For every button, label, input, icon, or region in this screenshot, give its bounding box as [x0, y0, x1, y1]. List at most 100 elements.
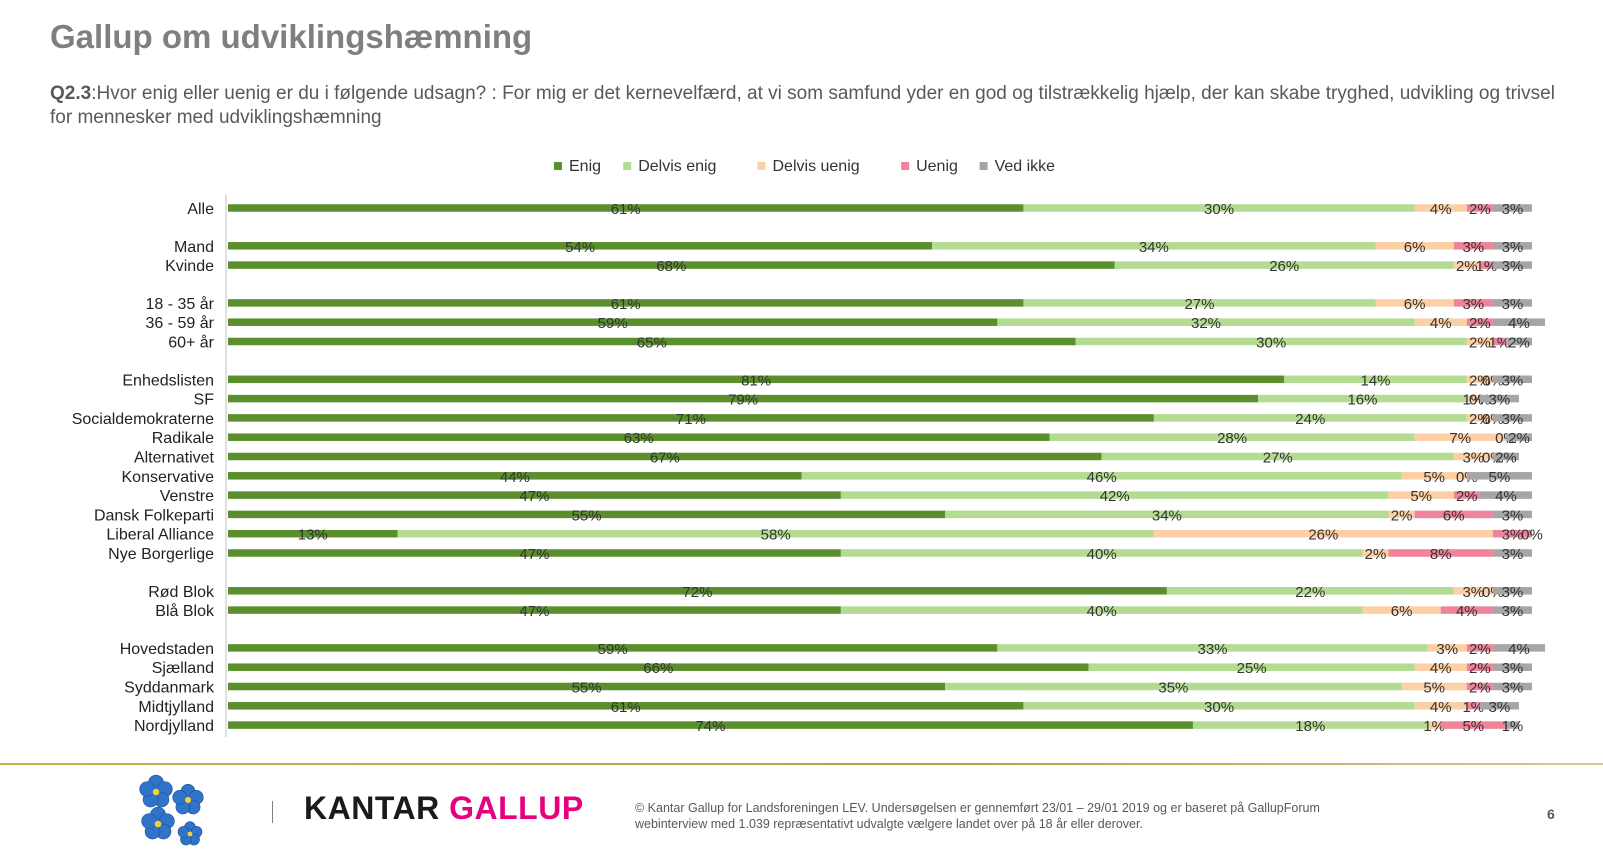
row-label-bla-blok: Blå Blok: [155, 602, 215, 620]
stacked-bar-chart: Enig Delvis enig Delvis uenig Uenig Ved ikke…: [72, 158, 1546, 738]
data-label-enig: 61%: [611, 296, 641, 313]
legend-swatch-delvis-enig: [623, 162, 632, 170]
bar-segment-ved-ikke: [1492, 549, 1532, 557]
data-label-enig: 54%: [565, 239, 595, 256]
data-label-delvis-uenig: 5%: [1423, 680, 1445, 697]
bar-segment-enig: [228, 394, 1259, 403]
data-label-enig: 74%: [695, 718, 725, 735]
data-label-delvis-enig: 32%: [1191, 315, 1221, 332]
question-body: :Hvor enig eller uenig er du i følgende …: [50, 83, 1555, 128]
legend-label-delvis-enig: Delvis enig: [638, 158, 716, 175]
bar-segment-uenig: [1440, 606, 1493, 614]
flower-center: [154, 820, 162, 828]
bar-segment-uenig: [1466, 644, 1493, 652]
data-label-delvis-uenig: 2%: [1469, 335, 1491, 352]
question-text: Q2.3:Hvor enig eller uenig er du i følge…: [50, 82, 1560, 130]
bar-segment-enig: [228, 452, 1102, 461]
bar-segment-uenig: [1414, 510, 1493, 519]
data-label-enig: 67%: [650, 450, 680, 467]
data-label-uenig: 4%: [1456, 603, 1478, 620]
source-footnote: © Kantar Gallup for Landsforeningen LEV.…: [635, 801, 1320, 831]
bar-segment-delvis-uenig: [1414, 663, 1467, 671]
bar-segment-ved-ikke: [1479, 702, 1519, 710]
data-label-enig: 13%: [298, 527, 328, 544]
bar-segment-enig: [228, 491, 841, 499]
bar-segment-delvis-enig: [1284, 375, 1467, 384]
bar-segment-delvis-uenig: [1414, 204, 1467, 212]
data-label-ved-ikke: 1%: [1502, 718, 1524, 735]
data-label-delvis-uenig: 2%: [1469, 372, 1491, 389]
bar-segment-enig: [228, 299, 1024, 307]
bar-segment-uenig: [1388, 549, 1493, 557]
data-label-delvis-enig: 40%: [1087, 603, 1117, 620]
bar-segment-delvis-uenig: [1388, 510, 1415, 519]
bar-segment-delvis-enig: [1075, 337, 1467, 346]
data-label-delvis-uenig: 26%: [1308, 527, 1338, 544]
data-label-enig: 47%: [519, 488, 549, 505]
row-label-kvinde: Kvinde: [165, 258, 214, 275]
data-label-delvis-enig: 58%: [761, 527, 791, 544]
bar-segment-delvis-enig: [840, 491, 1389, 499]
data-label-ved-ikke: 3%: [1502, 507, 1524, 524]
data-label-delvis-uenig: 3%: [1462, 584, 1484, 601]
data-label-delvis-enig: 30%: [1204, 201, 1234, 218]
data-label-enig: 59%: [598, 641, 628, 658]
bar-segment-delvis-uenig: [1401, 682, 1467, 691]
legend-swatch-enig: [554, 162, 562, 170]
bar-segment-delvis-enig: [1114, 261, 1454, 269]
legend-swatch-ved-ikke: [979, 162, 988, 170]
bar-segment-delvis-enig: [1258, 394, 1467, 403]
legend-swatch-delvis-uenig: [757, 162, 766, 170]
data-label-uenig: 1%: [1462, 699, 1484, 716]
bar-segment-uenig: [1466, 682, 1493, 691]
data-label-uenig: 3%: [1462, 239, 1484, 256]
bar-segment-delvis-enig: [1166, 587, 1454, 595]
data-label-delvis-enig: 18%: [1295, 718, 1325, 735]
bar-segment-delvis-uenig: [1427, 644, 1467, 652]
data-label-enig: 65%: [637, 335, 667, 352]
row-label-enhedslisten: Enhedslisten: [122, 372, 214, 389]
row-label-dansk-folkeparti: Dansk Folkeparti: [94, 507, 214, 524]
bar-segment-delvis-uenig: [1362, 606, 1441, 614]
bar-segment-delvis-enig: [840, 549, 1363, 557]
bar-row-venstre: Venstre 47% 42% 5% 2% 4%: [160, 488, 1532, 505]
page-number: 6: [1547, 806, 1555, 822]
question-id: Q2.3: [50, 83, 92, 104]
data-label-enig: 44%: [500, 469, 530, 486]
bar-segment-uenig: [1453, 242, 1493, 250]
data-label-enig: 55%: [572, 680, 602, 697]
row-label-syddanmark: Syddanmark: [124, 680, 215, 697]
data-label-uenig: 2%: [1469, 315, 1491, 332]
data-label-delvis-enig: 14%: [1361, 372, 1391, 389]
data-label-ved-ikke: 2%: [1508, 335, 1530, 352]
bar-row-hovedstaden: Hovedstaden 59% 33% 3% 2% 4%: [120, 641, 1546, 658]
bar-segment-delvis-uenig: [1153, 529, 1493, 538]
bar-segment-delvis-enig: [397, 529, 1154, 538]
data-label-ved-ikke: 3%: [1502, 258, 1524, 275]
bar-segment-uenig: [1466, 702, 1480, 710]
bar-segment-uenig: [1492, 529, 1532, 538]
bar-segment-delvis-enig: [1192, 721, 1428, 729]
bar-segment-delvis-uenig: [1375, 299, 1454, 307]
data-label-ved-ikke: 4%: [1508, 641, 1530, 658]
row-label-socialdemokraterne: Socialdemokraterne: [72, 411, 214, 428]
legend-label-enig: Enig: [569, 158, 601, 175]
page-title: Gallup om udviklingshæmning: [50, 18, 533, 55]
flower-petal: [141, 813, 157, 829]
data-label-uenig: 2%: [1456, 488, 1478, 505]
bar-segment-delvis-enig: [801, 472, 1402, 480]
bar-segment-uenig: [1453, 491, 1480, 499]
bar-segment-ved-ikke: [1505, 337, 1532, 346]
bar-segment-enig: [228, 682, 946, 691]
data-label-delvis-enig: 16%: [1347, 392, 1377, 409]
data-label-ved-ikke: 3%: [1502, 239, 1524, 256]
data-label-ved-ikke: 5%: [1489, 469, 1511, 486]
bar-segment-ved-ikke: [1492, 414, 1532, 422]
row-label-mand: Mand: [174, 239, 214, 256]
bar-segment-delvis-uenig: [1401, 472, 1467, 480]
